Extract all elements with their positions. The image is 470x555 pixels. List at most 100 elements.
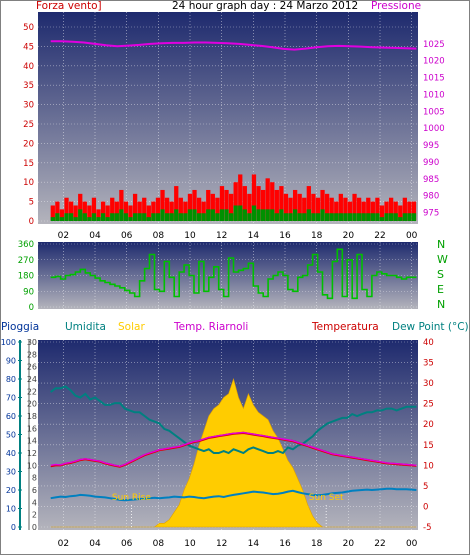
wind-avg-bar <box>73 217 78 221</box>
wind-x-tick-label: 16 <box>279 231 291 241</box>
legend-dew-point: Dew Point (°C) <box>392 321 469 333</box>
wind-gust-bar <box>270 182 275 221</box>
wind-avg-bar <box>201 213 206 221</box>
temp-x-tick-label: 14 <box>248 539 260 549</box>
temperature-y-tick-label: 5 <box>423 482 428 492</box>
graph-title: 24 hour graph day : 24 Marzo 2012 <box>172 0 358 12</box>
rain-y-tick-label: 50 <box>6 431 16 440</box>
wind-avg-bar <box>398 217 403 221</box>
wind-avg-bar <box>274 213 279 221</box>
pressure-y-tick-label: 985 <box>423 175 439 185</box>
wind-gust-bar <box>407 201 412 221</box>
wind-gust-bar <box>283 193 289 221</box>
direction-y-tick-label: 360 <box>18 240 34 250</box>
wind-gust-bar <box>334 201 339 221</box>
wind-avg-bar <box>251 205 257 221</box>
direction-y-tick-label: 180 <box>18 272 34 282</box>
solar-area <box>50 377 417 528</box>
pressure-y-tick-label: 1015 <box>423 74 445 84</box>
wind-gust-bar <box>356 197 362 221</box>
wind-avg-bar <box>187 209 193 221</box>
wind-gust-bar <box>393 201 398 221</box>
wind-gust-bar <box>247 193 252 221</box>
pressure-y-tick-label: 1020 <box>423 57 445 67</box>
sunset-label: Sun Set <box>309 493 344 503</box>
wind-avg-bar <box>123 213 129 221</box>
wind-avg-bar <box>68 213 74 221</box>
humidity-y-tick-label: 4 <box>32 498 37 507</box>
wind-gust-bar <box>174 186 179 221</box>
wind-gust-bar <box>192 189 197 221</box>
wind-avg-bar <box>183 213 188 221</box>
wind-gust-bar <box>402 197 407 221</box>
wind-x-tick-label: 20 <box>343 231 355 241</box>
humidity-y-tick-label: 0 <box>32 523 37 532</box>
wind-gust-bar <box>215 197 220 221</box>
rain-y-tick-label: 0 <box>11 523 16 532</box>
humidity-y-tick-label: 2 <box>32 511 37 520</box>
wind-avg-bar <box>361 213 366 221</box>
wind-avg-bar <box>256 209 261 221</box>
wind-avg-bar <box>375 213 380 221</box>
wind-gust-bar <box>228 193 234 221</box>
humidity-y-tick-label: 24 <box>27 375 37 384</box>
wind-avg-bar <box>334 213 339 221</box>
wind-y-tick-label: 45 <box>23 42 34 52</box>
humidity-y-tick-label: 14 <box>27 437 37 446</box>
rain-y-tick-label: 40 <box>6 449 16 458</box>
pressure-y-tick-label: 1005 <box>423 107 445 117</box>
wind-gust-bar <box>352 193 357 221</box>
wind-gust-bar <box>256 186 261 221</box>
wind-gust-bar <box>329 197 334 221</box>
wind-gust-bar <box>110 197 115 221</box>
wind-avg-bar <box>178 213 183 221</box>
direction-compass-label: N <box>437 298 445 311</box>
direction-y-tick-label: 0 <box>29 303 34 313</box>
wind-y-tick-label: 0 <box>29 217 34 227</box>
temperature-y-tick-label: 20 <box>423 420 434 430</box>
wind-gust-bar <box>297 193 302 221</box>
wind-avg-bar <box>78 209 83 221</box>
wind-x-tick-label: 18 <box>311 231 323 241</box>
wind-x-tick-label: 04 <box>89 231 101 241</box>
wind-avg-bar <box>347 213 353 221</box>
legend-temp-riarnoli: Temp. Riarnoli <box>173 321 248 333</box>
wind-gust-bar <box>324 193 330 221</box>
wind-gust-bar <box>384 201 389 221</box>
wind-y-tick-label: 40 <box>23 62 34 72</box>
wind-avg-bar <box>306 209 311 221</box>
wind-gust-bar <box>219 186 225 221</box>
wind-x-tick-label: 10 <box>184 231 196 241</box>
wind-gust-bar <box>311 193 316 221</box>
wind-gust-bar <box>288 197 293 221</box>
humidity-y-tick-label: 22 <box>27 387 37 396</box>
wind-avg-bar <box>283 213 289 221</box>
wind-gust-bar <box>306 186 311 221</box>
humidity-y-tick-label: 6 <box>32 486 37 495</box>
dew-point-line <box>50 487 417 502</box>
wind-gust-bar <box>320 189 325 221</box>
wind-avg-bar <box>247 213 252 221</box>
wind-avg-bar <box>151 213 156 221</box>
legend-pioggia: Pioggia <box>1 321 39 333</box>
humidity-y-tick-label: 20 <box>27 400 37 409</box>
humidity-y-tick-label: 10 <box>27 461 37 470</box>
wind-x-tick-label: 06 <box>121 231 133 241</box>
wind-avg-bar <box>137 213 142 221</box>
temp-x-tick-label: 06 <box>121 539 133 549</box>
temp-x-tick-label: 08 <box>153 539 165 549</box>
wind-avg-bar <box>315 213 321 221</box>
rain-y-tick-label: 90 <box>6 357 16 366</box>
wind-gust-bar <box>279 186 284 221</box>
rain-y-tick-label: 10 <box>6 505 16 514</box>
humidity-y-tick-label: 30 <box>27 338 37 347</box>
wind-gust-bar <box>137 201 142 221</box>
wind-avg-bar <box>265 209 270 221</box>
humidity-y-tick-label: 8 <box>32 474 37 483</box>
wind-gust-bar <box>370 201 375 221</box>
wind-gust-bar <box>238 174 243 221</box>
wind-avg-bar <box>196 213 202 221</box>
pressure-y-tick-label: 980 <box>423 192 439 202</box>
direction-compass-label: N <box>437 238 445 251</box>
wind-gust-bar <box>155 197 161 221</box>
